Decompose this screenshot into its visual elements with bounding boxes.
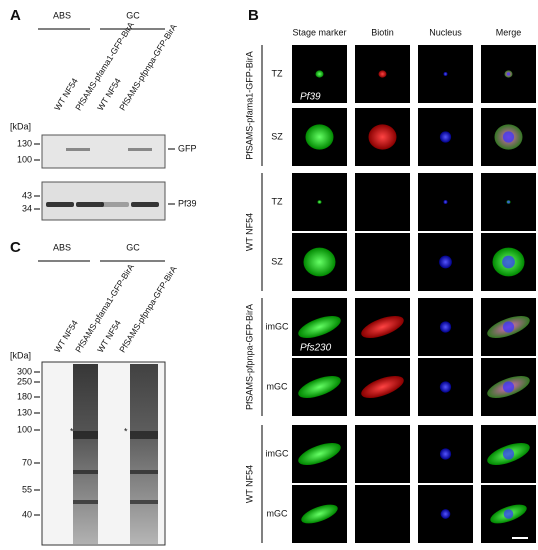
nucleus-overlay — [502, 448, 515, 460]
row-label: TZ — [272, 196, 283, 206]
group-label: ABS — [53, 10, 71, 20]
cell — [439, 321, 452, 333]
column-header: Nucleus — [429, 27, 462, 37]
row-label: mGC — [267, 381, 288, 391]
nucleus-overlay — [503, 509, 514, 519]
nucleus-overlay — [507, 200, 510, 204]
marker: 300 — [17, 366, 32, 376]
cell — [303, 247, 336, 277]
row-label: SZ — [271, 131, 283, 141]
blot — [41, 181, 166, 221]
column-header: Stage marker — [292, 27, 346, 37]
nucleus-overlay — [502, 131, 515, 143]
marker: 250 — [17, 376, 32, 386]
micrograph — [355, 173, 410, 231]
marker: 70 — [22, 457, 32, 467]
band — [101, 202, 129, 207]
marker: 130 — [17, 138, 32, 148]
cell — [439, 448, 452, 460]
band — [73, 470, 98, 474]
cell — [378, 70, 387, 78]
marker: 100 — [17, 424, 32, 434]
cell — [439, 131, 452, 143]
group-label: PfSAMS-pfpnpa-GFP-BirA — [244, 304, 254, 410]
content: A ABS GC WT NF54 PfSAMS-pfama1-GFP-BirA WT NF… — [10, 7, 536, 546]
unit: [kDa] — [10, 350, 31, 360]
cell — [298, 442, 341, 466]
band — [46, 202, 74, 207]
cell — [315, 70, 324, 78]
panel-label: B — [248, 7, 259, 24]
smear — [130, 364, 158, 544]
cell — [298, 315, 341, 339]
row-label: imGC — [266, 321, 289, 331]
row-label: SZ — [271, 256, 283, 266]
cell — [443, 72, 448, 76]
smear — [73, 364, 98, 544]
micrograph — [355, 425, 410, 483]
cell — [361, 375, 404, 399]
cell — [301, 504, 338, 524]
annotation: Pfs230 — [300, 343, 332, 354]
asterisk: * — [124, 426, 128, 436]
cell — [317, 200, 322, 204]
marker: 55 — [22, 484, 32, 494]
row-label: imGC — [266, 448, 289, 458]
band — [131, 202, 159, 207]
group-label: GC — [126, 10, 140, 20]
cell — [361, 315, 404, 339]
micrograph — [355, 485, 410, 543]
band — [130, 470, 158, 474]
band — [73, 431, 98, 439]
column-header: Merge — [496, 27, 522, 37]
marker: 100 — [17, 154, 32, 164]
cell — [439, 381, 452, 393]
group-label: WT NF54 — [244, 465, 254, 503]
panel-label: A — [10, 7, 21, 24]
column-header: Biotin — [371, 27, 394, 37]
row-label: mGC — [267, 508, 288, 518]
cell — [439, 255, 452, 269]
group-label: GC — [126, 242, 140, 252]
cell — [368, 124, 397, 150]
band-label: Pf39 — [178, 198, 197, 208]
marker: 43 — [22, 190, 32, 200]
nucleus-overlay — [502, 321, 515, 333]
group-label: WT NF54 — [244, 213, 254, 251]
cell — [298, 375, 341, 399]
annotation: Pf39 — [300, 92, 321, 103]
band — [128, 148, 152, 151]
cell — [443, 200, 448, 204]
marker: 40 — [22, 509, 32, 519]
group-label: PfSAMS-pfama1-GFP-BirA — [244, 51, 254, 160]
band — [76, 202, 104, 207]
band — [66, 148, 90, 151]
group-label: ABS — [53, 242, 71, 252]
asterisk: * — [70, 426, 74, 436]
cell — [305, 124, 334, 150]
panel-label: C — [10, 239, 21, 256]
cell — [440, 509, 451, 519]
band — [130, 431, 158, 439]
band-label: GFP — [178, 143, 197, 153]
nucleus-overlay — [506, 72, 511, 76]
row-label: TZ — [272, 68, 283, 78]
unit: [kDa] — [10, 121, 31, 131]
marker: 34 — [22, 203, 32, 213]
blot — [41, 134, 166, 169]
nucleus-overlay — [502, 255, 515, 269]
micrograph — [355, 233, 410, 291]
marker: 180 — [17, 391, 32, 401]
nucleus-overlay — [502, 381, 515, 393]
marker: 130 — [17, 407, 32, 417]
band — [130, 500, 158, 504]
band — [73, 500, 98, 504]
